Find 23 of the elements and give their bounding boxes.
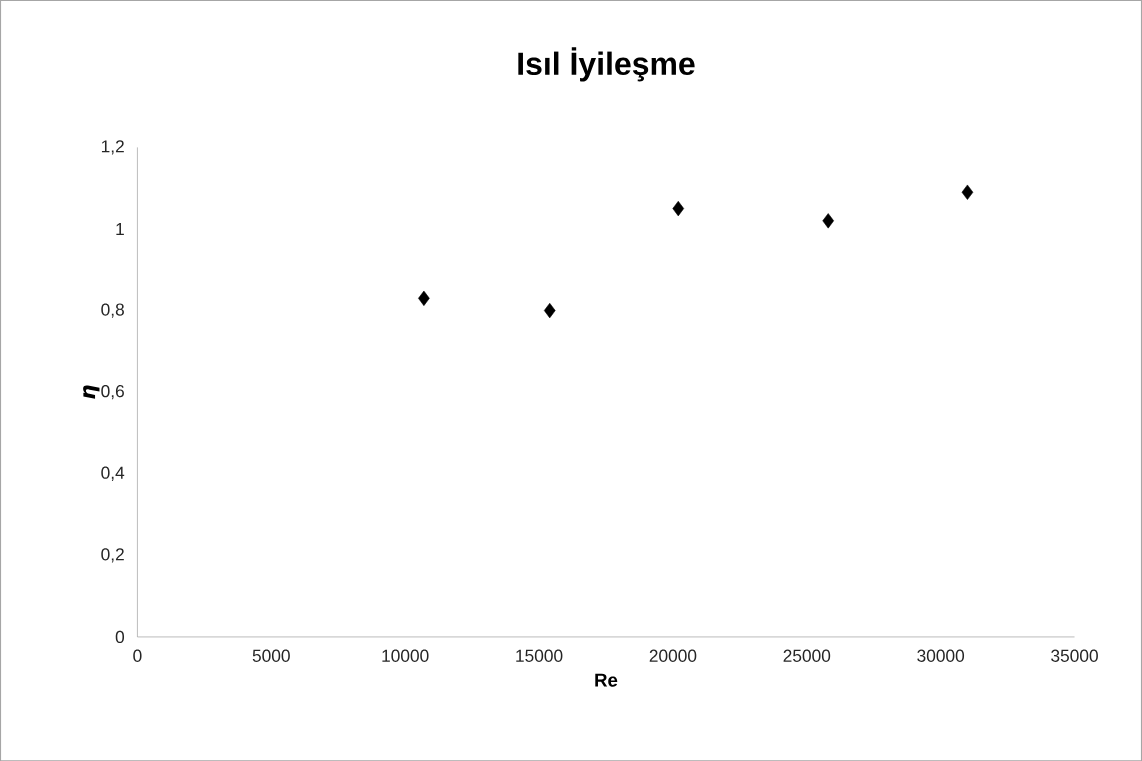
chart-title: Isıl İyileşme: [518, 47, 695, 82]
point: [822, 213, 834, 229]
x-tick-label: 5000: [252, 649, 290, 662]
point: [418, 290, 430, 306]
y-tick-label: 0,2: [101, 548, 124, 563]
x-tick-label: 20000: [649, 649, 697, 662]
point: [672, 200, 685, 216]
y-tick-label: 1,2: [101, 140, 124, 155]
x-tick-label: 15000: [516, 649, 563, 662]
y-tick-label: 1: [116, 222, 124, 235]
y-tick-label: 0,8: [101, 303, 124, 318]
y-axis-title: η: [83, 385, 100, 399]
y-tick-label: 0,4: [101, 466, 125, 481]
x-axis-title: Re: [595, 673, 618, 687]
x-tick-label: 0: [133, 649, 142, 662]
point: [543, 302, 556, 318]
x-tick-label: 30000: [917, 649, 965, 662]
y-tick-label: 0,6: [101, 384, 124, 400]
point: [961, 184, 974, 200]
y-tick-label: 0: [115, 630, 125, 643]
x-tick-label: 35000: [1051, 649, 1098, 662]
x-tick-label: 25000: [783, 649, 831, 662]
x-tick-label: 10000: [382, 649, 429, 662]
